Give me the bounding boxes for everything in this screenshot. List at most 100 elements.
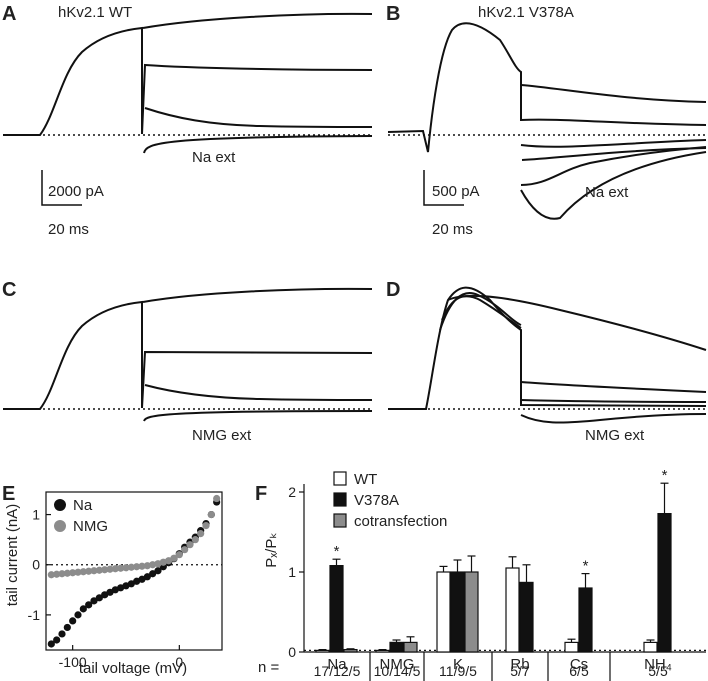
legend-label-v378a: V378A xyxy=(354,492,399,509)
current-trace xyxy=(520,84,707,103)
panel-a-title: hKv2.1 WT xyxy=(58,4,132,21)
significance-marker: * xyxy=(662,467,668,484)
panel-d: D NMG ext xyxy=(386,279,707,444)
data-point-nmg xyxy=(79,568,87,576)
y-tick-label: 2 xyxy=(288,484,296,500)
scale-bar xyxy=(41,170,82,206)
current-trace xyxy=(520,139,707,148)
data-point-na xyxy=(149,570,157,578)
data-point-na xyxy=(154,567,162,575)
y-tick-label: -1 xyxy=(28,607,41,623)
data-point-na xyxy=(79,605,87,613)
x-tick-label: -100 xyxy=(59,654,87,670)
scale-bar-time-label: 20 ms xyxy=(432,221,473,238)
data-point-nmg xyxy=(202,522,210,530)
current-trace xyxy=(441,295,522,329)
current-trace xyxy=(387,22,707,153)
current-trace xyxy=(143,135,373,154)
data-point-nmg xyxy=(58,570,66,578)
legend-swatch-wt xyxy=(333,471,347,486)
data-point-na xyxy=(95,594,103,602)
panel-a-letter: A xyxy=(2,3,16,25)
panel-a: A hKv2.1 WT Na ext 2000 pA 20 ms xyxy=(2,3,373,238)
data-point-nmg xyxy=(122,564,130,572)
data-point-nmg xyxy=(197,530,205,538)
data-point-na xyxy=(85,601,93,609)
data-point-na xyxy=(143,573,151,581)
n-value: 5/7 xyxy=(510,663,530,679)
bar-v378a xyxy=(450,571,465,653)
data-point-na xyxy=(53,636,61,644)
bar-cotransfection xyxy=(403,641,418,653)
n-value: 17/12/5 xyxy=(314,663,361,679)
current-trace xyxy=(3,300,373,410)
panel-e: E tail current (nA) tail voltage (mV) -1… xyxy=(2,483,223,677)
data-point-na xyxy=(101,591,109,599)
panel-c-annotation: NMG ext xyxy=(192,427,252,444)
y-axis-label: tail current (nA) xyxy=(4,504,21,607)
panel-c: C NMG ext xyxy=(2,279,373,444)
y-tick-label: 1 xyxy=(32,507,40,523)
legend-swatch-cotransfection xyxy=(333,513,347,528)
data-point-nmg xyxy=(47,571,55,579)
current-trace xyxy=(388,286,707,410)
data-point-na xyxy=(69,617,77,625)
data-point-na xyxy=(58,630,66,638)
data-point-nmg xyxy=(213,494,221,503)
bar-v378a xyxy=(578,587,593,653)
current-trace xyxy=(520,146,707,186)
bar-wt xyxy=(436,571,451,653)
panel-f-letter: F xyxy=(255,483,267,505)
current-trace xyxy=(3,26,373,136)
data-point-nmg xyxy=(63,569,71,577)
x-tick-label: 0 xyxy=(175,654,183,670)
panel-e-letter: E xyxy=(2,483,15,505)
bar-wt xyxy=(375,649,390,653)
scale-bar-time-label: 20 ms xyxy=(48,221,89,238)
data-point-nmg xyxy=(186,541,194,549)
data-point-nmg xyxy=(106,565,114,573)
plot-frame xyxy=(45,491,223,651)
current-trace xyxy=(439,292,522,331)
bar-v378a xyxy=(389,641,404,653)
data-point-na xyxy=(74,611,82,619)
category-label: NH₄ xyxy=(644,656,672,673)
data-point-na xyxy=(106,588,114,596)
scale-bar xyxy=(423,170,464,206)
bar-v378a xyxy=(519,581,534,653)
significance-marker: * xyxy=(334,543,340,560)
current-trace xyxy=(520,413,707,424)
data-point-nmg xyxy=(133,563,141,571)
data-point-nmg xyxy=(181,546,189,554)
legend-swatch-v378a xyxy=(333,492,347,507)
significance-marker: * xyxy=(583,558,589,575)
current-trace xyxy=(144,107,373,128)
data-point-nmg xyxy=(111,565,119,573)
legend-label-cotransfection: cotransfection xyxy=(354,513,447,530)
panel-b: B hKv2.1 V378A Na ext 500 pA 20 ms xyxy=(386,3,707,238)
bar-wt xyxy=(315,649,330,653)
data-point-nmg xyxy=(69,569,77,577)
panel-d-annotation: NMG ext xyxy=(585,427,645,444)
y-tick-label: 0 xyxy=(32,557,40,573)
current-trace xyxy=(520,399,707,403)
n-prefix: n = xyxy=(258,659,280,676)
y-axis-label: Pₓ/Pₖ xyxy=(263,532,280,568)
data-point-nmg xyxy=(95,566,103,574)
category-label: Rb xyxy=(510,656,529,673)
n-value: 10/14/5 xyxy=(374,663,421,679)
n-value: 6/5 xyxy=(569,663,589,679)
data-point-na xyxy=(90,597,98,605)
data-point-nmg xyxy=(191,536,199,544)
scale-bar-current-label: 500 pA xyxy=(432,183,480,200)
data-point-nmg xyxy=(85,567,93,575)
current-trace xyxy=(520,381,707,393)
data-point-nmg xyxy=(117,564,125,572)
legend-marker-nmg xyxy=(54,520,66,532)
current-trace xyxy=(447,294,707,351)
data-point-nmg xyxy=(175,551,183,559)
bar-wt xyxy=(643,641,658,653)
data-point-na xyxy=(138,575,146,583)
current-trace xyxy=(520,151,707,220)
panel-a-annotation: Na ext xyxy=(192,149,236,166)
